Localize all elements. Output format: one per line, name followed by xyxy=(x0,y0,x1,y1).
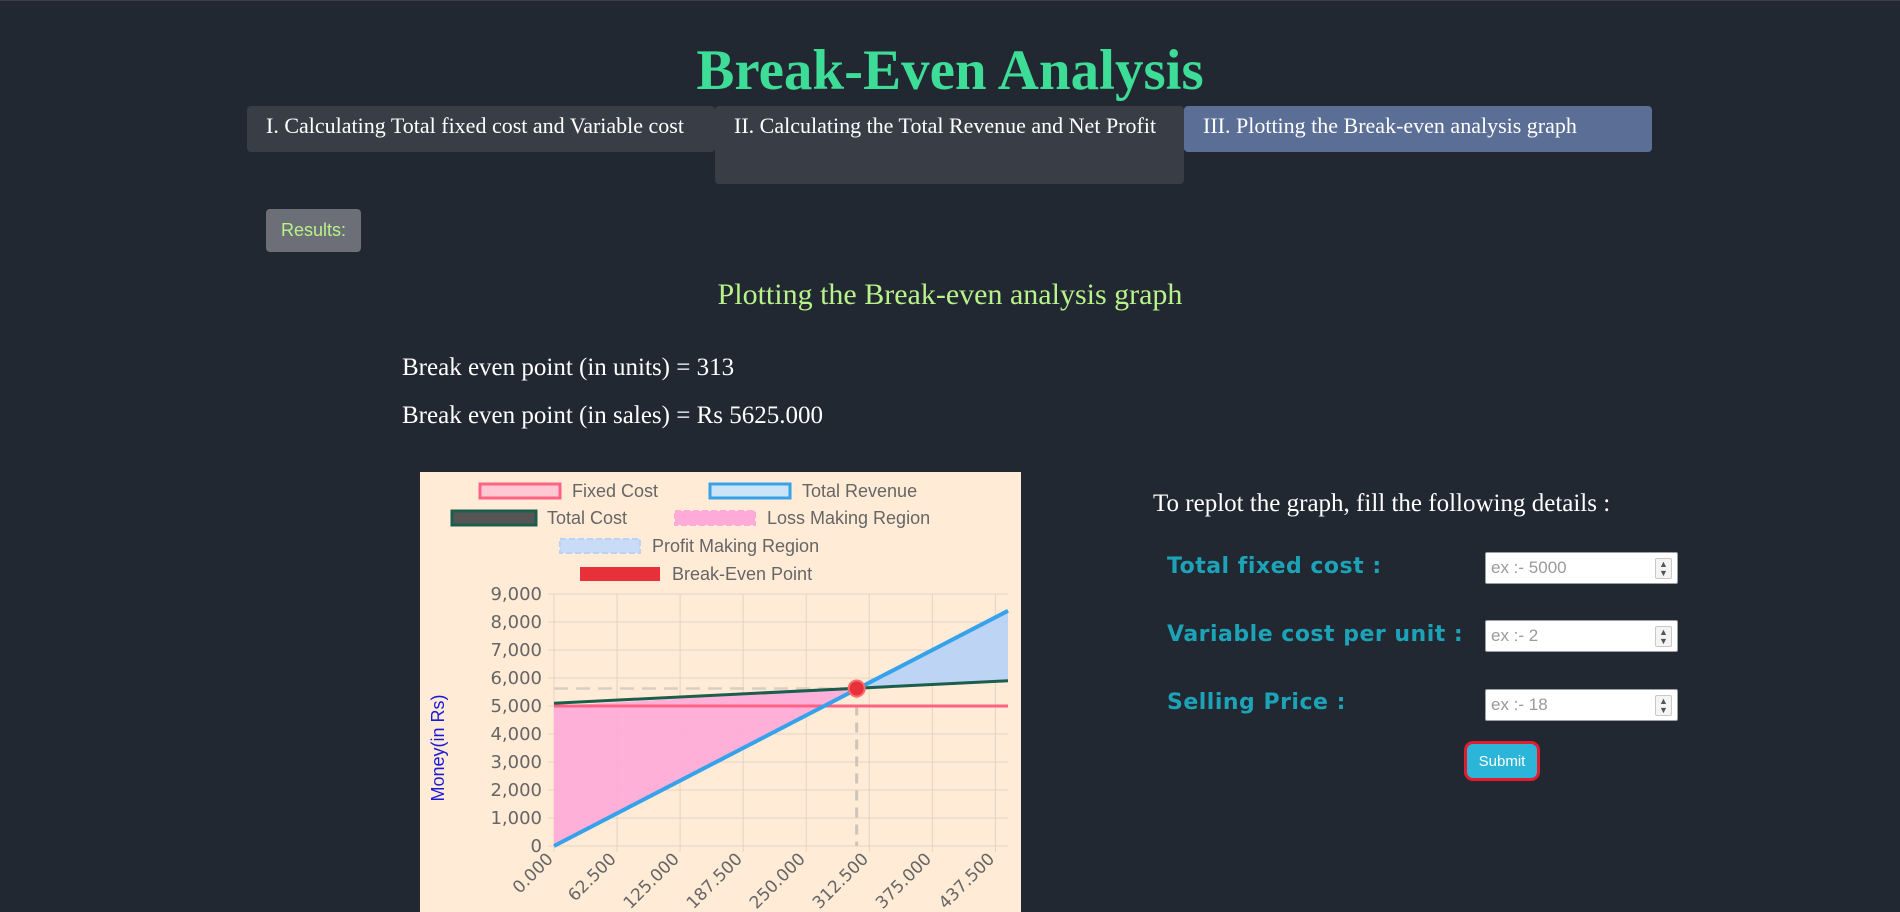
x-tick-label: 62.500 xyxy=(564,849,620,905)
tab-bar: I. Calculating Total fixed cost and Vari… xyxy=(247,106,1652,186)
y-tick-label: 1,000 xyxy=(490,808,542,829)
tab-break-even-graph[interactable]: III. Plotting the Break-even analysis gr… xyxy=(1184,106,1652,152)
total-cost-line xyxy=(553,679,1009,705)
y-tick-label: 8,000 xyxy=(490,612,542,633)
break-even-sales: Break even point (in sales) = Rs 5625.00… xyxy=(402,402,823,429)
legend-label: Loss Making Region xyxy=(767,508,930,528)
fixed-cost-input[interactable]: ex :- 5000 ▲ ▼ xyxy=(1485,552,1678,584)
chart-svg: Fixed Cost Total Revenue Total Cost Loss Ma… xyxy=(428,481,1009,912)
y-tick-label: 0 xyxy=(531,836,542,857)
legend-label: Fixed Cost xyxy=(572,481,658,501)
y-tick-label: 9,000 xyxy=(490,584,542,605)
legend-label: Total Cost xyxy=(547,508,627,528)
selling-price-label: Selling Price : xyxy=(1167,690,1346,715)
legend-swatch xyxy=(708,482,792,500)
submit-button[interactable]: Submit xyxy=(1464,741,1540,781)
tab-fixed-variable-cost[interactable]: I. Calculating Total fixed cost and Vari… xyxy=(247,106,715,152)
selling-price-input[interactable]: ex :- 18 ▲ ▼ xyxy=(1485,689,1678,721)
legend-swatch xyxy=(450,509,538,527)
x-tick-label: 125.000 xyxy=(620,849,684,912)
spinner-icon[interactable]: ▲ ▼ xyxy=(1655,626,1672,647)
section-title: Plotting the Break-even analysis graph xyxy=(717,278,1183,311)
legend-swatch xyxy=(478,482,562,500)
legend-label: Profit Making Region xyxy=(652,536,819,556)
break-even-point xyxy=(847,679,866,698)
spinner-icon[interactable]: ▲ ▼ xyxy=(1655,695,1672,716)
x-tick-label: 187.500 xyxy=(683,849,747,912)
y-axis-label: Money(in Rs) xyxy=(428,694,448,801)
legend-swatch xyxy=(580,567,660,581)
y-tick-label: 7,000 xyxy=(490,640,542,661)
y-tick-label: 3,000 xyxy=(490,752,542,773)
profit-region xyxy=(856,610,1008,689)
page-title: Break-Even Analysis xyxy=(696,39,1204,102)
legend-swatch xyxy=(559,538,641,554)
break-even-units: Break even point (in units) = 313 xyxy=(402,354,735,381)
legend-label: Total Revenue xyxy=(802,481,917,501)
variable-cost-label: Variable cost per unit : xyxy=(1167,622,1464,647)
total-revenue-line xyxy=(553,609,1009,848)
fixed-cost-placeholder: ex :- 5000 xyxy=(1491,558,1567,577)
x-tick-label: 250.000 xyxy=(746,849,810,912)
y-tick-label: 4,000 xyxy=(490,724,542,745)
tab-revenue-profit[interactable]: II. Calculating the Total Revenue and Ne… xyxy=(715,106,1184,184)
legend-label: Break-Even Point xyxy=(672,564,812,584)
x-tick-label: 437.500 xyxy=(935,849,999,912)
variable-cost-placeholder: ex :- 2 xyxy=(1491,626,1539,645)
top-border xyxy=(0,0,1900,1)
results-button[interactable]: Results: xyxy=(266,209,361,252)
fixed-cost-label: Total fixed cost : xyxy=(1167,554,1382,579)
variable-cost-input[interactable]: ex :- 2 ▲ ▼ xyxy=(1485,620,1678,652)
x-tick-label: 312.500 xyxy=(809,849,873,912)
legend-swatch xyxy=(674,510,756,526)
y-tick-label: 2,000 xyxy=(490,780,542,801)
replot-instructions: To replot the graph, fill the following … xyxy=(1153,490,1611,517)
break-even-chart: Fixed Cost Total Revenue Total Cost Loss Ma… xyxy=(420,472,1021,912)
selling-price-placeholder: ex :- 18 xyxy=(1491,695,1548,714)
y-tick-label: 5,000 xyxy=(490,696,542,717)
loss-region xyxy=(554,688,857,706)
x-tick-label: 375.000 xyxy=(872,849,936,912)
y-tick-label: 6,000 xyxy=(490,668,542,689)
spinner-icon[interactable]: ▲ ▼ xyxy=(1655,558,1672,579)
